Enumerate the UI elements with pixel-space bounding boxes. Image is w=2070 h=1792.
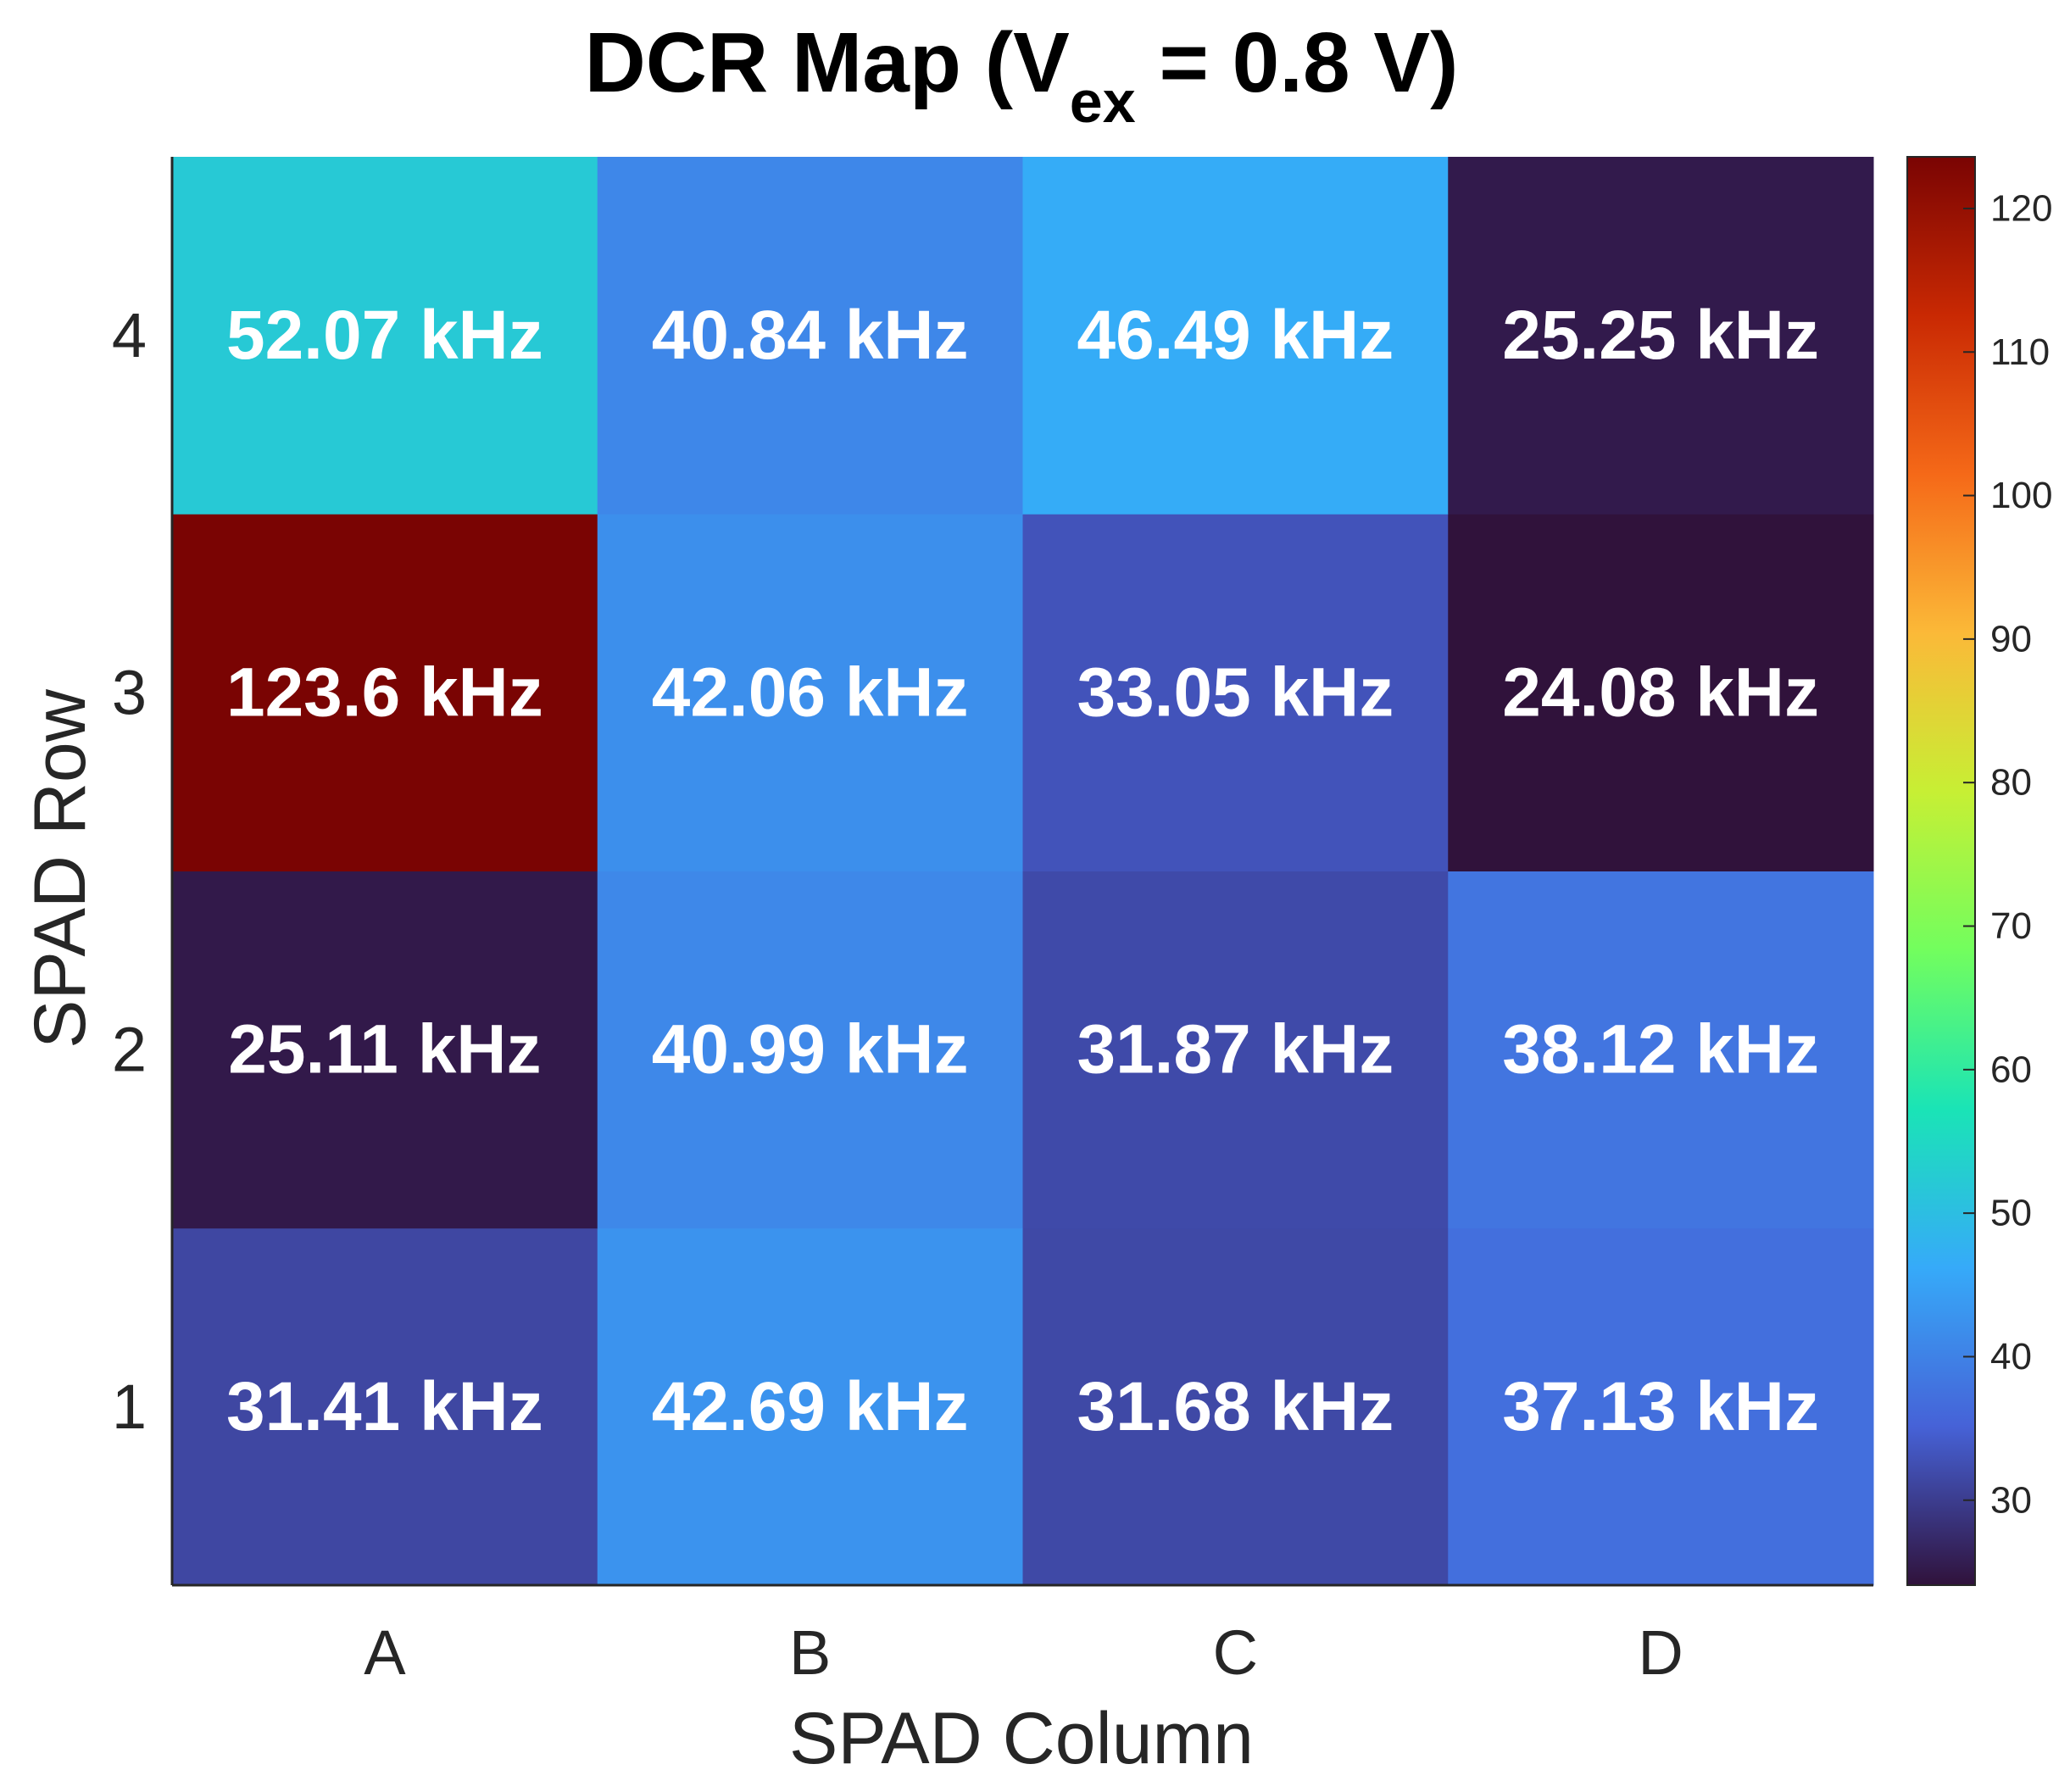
heatmap-cell-D4 — [1448, 157, 1874, 515]
x-tick-labels: A B C D — [364, 1617, 1683, 1688]
colorbar-tick-label: 100 — [1990, 475, 2052, 516]
cell-value-label: 42.69 kHz — [652, 1368, 969, 1445]
heatmap-cell-D3 — [1448, 514, 1874, 871]
x-tick-label: B — [789, 1617, 831, 1688]
x-tick-label: D — [1638, 1617, 1683, 1688]
colorbar — [1906, 156, 1976, 1586]
cell-value-label: 24.08 kHz — [1502, 654, 1819, 731]
colorbar-tick-label: 50 — [1990, 1193, 2032, 1234]
heatmap-cell-labels: 31.41 kHz 42.69 kHz 31.68 kHz 37.13 kHz 25.1… — [226, 297, 1819, 1445]
y-tick-labels: 1 2 3 4 — [112, 300, 147, 1442]
heatmap-cell-A3 — [172, 514, 598, 871]
colorbar-tick-label: 80 — [1990, 762, 2032, 804]
cell-value-label: 25.11 kHz — [228, 1011, 541, 1088]
colorbar-tick-label: 60 — [1990, 1049, 2032, 1090]
heatmap-cell-A1 — [172, 1227, 598, 1586]
cell-value-label: 31.68 kHz — [1077, 1368, 1394, 1445]
colorbar-tick-label: 110 — [1990, 331, 2050, 373]
heatmap-cell-C1 — [1022, 1227, 1449, 1586]
cell-value-label: 31.41 kHz — [226, 1368, 543, 1445]
x-tick-label: C — [1213, 1617, 1258, 1688]
colorbar-ticks: 30 40 50 60 70 80 90 100 110 120 — [1963, 187, 2052, 1521]
y-tick-label: 4 — [112, 300, 147, 370]
heatmap-cell-B4 — [597, 157, 1023, 515]
colorbar-tick-label: 30 — [1990, 1479, 2032, 1521]
heatmap-cell-D1 — [1448, 1227, 1874, 1586]
cell-value-label: 31.87 kHz — [1077, 1011, 1394, 1088]
y-tick-label: 2 — [112, 1015, 147, 1085]
cell-value-label: 123.6 kHz — [226, 654, 543, 731]
heatmap-cells — [172, 157, 1874, 1586]
heatmap-cell-B3 — [597, 514, 1023, 871]
cell-value-label: 46.49 kHz — [1077, 297, 1394, 374]
y-tick-label: 1 — [112, 1372, 147, 1442]
cell-value-label: 37.13 kHz — [1502, 1368, 1819, 1445]
cell-value-label: 25.25 kHz — [1502, 297, 1819, 374]
y-axis-label: SPAD Row — [19, 688, 101, 1049]
heatmap-cell-A4 — [172, 157, 598, 515]
cell-value-label: 42.06 kHz — [652, 654, 969, 731]
cell-value-label: 52.07 kHz — [226, 297, 543, 374]
heatmap-cell-C4 — [1022, 157, 1449, 515]
colorbar-tick-label: 40 — [1990, 1336, 2032, 1377]
chart-title-main: DCR Map (V — [585, 15, 1071, 110]
x-tick-label: A — [364, 1617, 406, 1688]
colorbar-tick-label: 70 — [1990, 905, 2032, 947]
cell-value-label: 40.99 kHz — [652, 1011, 969, 1088]
x-axis-label: SPAD Column — [789, 1698, 1254, 1779]
cell-value-label: 38.12 kHz — [1502, 1011, 1819, 1088]
y-tick-label: 3 — [112, 657, 147, 727]
colorbar-tick-label: 120 — [1990, 187, 2052, 229]
chart-title-subscript: ex — [1070, 69, 1136, 135]
cell-value-label: 40.84 kHz — [652, 297, 969, 374]
chart-title-tail: = 0.8 V) — [1136, 15, 1459, 110]
heatmap-cell-A2 — [172, 871, 598, 1229]
colorbar-tick-label: 90 — [1990, 618, 2032, 659]
heatmap-cell-C3 — [1022, 514, 1449, 871]
cell-value-label: 33.05 kHz — [1077, 654, 1394, 731]
heatmap-cell-B2 — [597, 871, 1023, 1229]
chart-title: DCR Map (Vex = 0.8 V) — [585, 15, 1459, 135]
heatmap-cell-B1 — [597, 1227, 1023, 1586]
heatmap-cell-D2 — [1448, 871, 1874, 1229]
heatmap-cell-C2 — [1022, 871, 1449, 1229]
